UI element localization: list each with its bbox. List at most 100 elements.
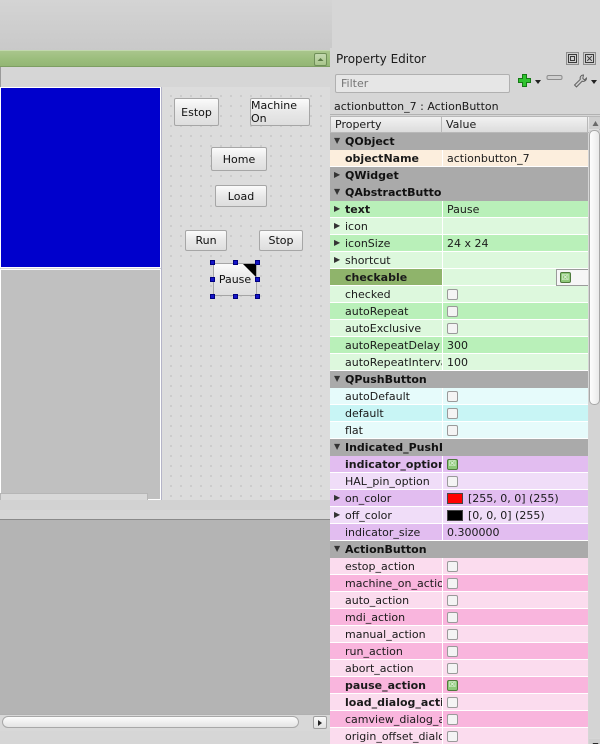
property-row[interactable]: pause_action ☒ (330, 677, 588, 694)
checkbox-unchecked-icon[interactable] (447, 696, 458, 708)
property-value-cell[interactable]: ☒ (442, 269, 588, 286)
property-vscroll-track[interactable] (589, 130, 600, 738)
property-vscroll-thumb[interactable] (589, 130, 600, 405)
chevron-right-icon[interactable]: ▶ (334, 238, 341, 247)
property-value-cell[interactable] (442, 133, 588, 150)
checkbox-unchecked-icon[interactable] (447, 628, 458, 640)
chevron-right-icon[interactable]: ▶ (334, 255, 341, 264)
add-plus-icon[interactable] (516, 73, 541, 90)
property-row[interactable]: run_action (330, 643, 588, 660)
checkbox-unchecked-icon[interactable] (447, 424, 458, 436)
property-group-row[interactable]: ▶ QWidget (330, 167, 588, 184)
property-row[interactable]: estop_action (330, 558, 588, 575)
checkbox-unchecked-icon[interactable] (447, 322, 458, 334)
chevron-down-icon[interactable]: ▼ (334, 374, 341, 383)
property-row[interactable]: objectName actionbutton_7 (330, 150, 588, 167)
property-value-cell[interactable]: 0.300000 (442, 524, 588, 541)
property-value-cell[interactable] (442, 422, 588, 439)
selection-handle[interactable] (210, 294, 215, 299)
designer-button-home[interactable]: Home (211, 147, 267, 171)
color-swatch[interactable] (447, 492, 463, 504)
selection-handle[interactable] (255, 277, 260, 282)
property-row[interactable]: checked (330, 286, 588, 303)
property-row[interactable]: load_dialog_action (330, 694, 588, 711)
checkbox-checked-icon[interactable]: ☒ (447, 458, 458, 470)
column-header-property[interactable]: Property (330, 116, 442, 133)
property-value-cell[interactable]: Pause (442, 201, 588, 218)
property-value-cell[interactable] (442, 643, 588, 660)
property-row[interactable]: ▶ icon (330, 218, 588, 235)
close-icon[interactable] (583, 52, 596, 65)
checkbox-checked-icon[interactable]: ☒ (560, 272, 571, 283)
property-group-row[interactable]: ▼ QObject (330, 133, 588, 150)
property-value-cell[interactable] (442, 286, 588, 303)
chevron-down-icon[interactable]: ▼ (334, 136, 341, 145)
minimize-icon[interactable] (314, 53, 327, 66)
selection-handle[interactable] (255, 294, 260, 299)
property-row[interactable]: auto_action (330, 592, 588, 609)
property-value-cell[interactable] (442, 541, 588, 558)
filter-input[interactable] (335, 74, 510, 93)
property-value-cell[interactable] (442, 728, 588, 744)
property-value-cell[interactable]: ☒ (442, 677, 588, 694)
property-row[interactable]: default (330, 405, 588, 422)
designer-button-run[interactable]: Run (185, 230, 227, 251)
checkbox-unchecked-icon[interactable] (447, 288, 458, 300)
property-row[interactable]: checkable ☒ (330, 269, 588, 286)
selection-handle[interactable] (232, 294, 238, 299)
checkbox-unchecked-icon[interactable] (447, 662, 458, 674)
checkbox-unchecked-icon[interactable] (447, 407, 458, 419)
property-value-cell[interactable]: 100 (442, 354, 588, 371)
selection-handle[interactable] (232, 260, 238, 265)
property-group-row[interactable]: ▼ QAbstractButton (330, 184, 588, 201)
checkbox-checked-icon[interactable]: ☒ (447, 679, 458, 691)
property-row[interactable]: HAL_pin_option (330, 473, 588, 490)
property-value-cell[interactable]: [0, 0, 0] (255) (442, 507, 588, 524)
property-value-editor[interactable]: ☒ (556, 269, 588, 286)
property-row[interactable]: autoRepeatInterval 100 (330, 354, 588, 371)
property-group-row[interactable]: ▼ QPushButton (330, 371, 588, 388)
chevron-down-icon[interactable]: ▼ (334, 187, 341, 196)
property-row[interactable]: ▶ iconSize 24 x 24 (330, 235, 588, 252)
property-value-cell[interactable] (442, 320, 588, 337)
property-value-cell[interactable] (442, 558, 588, 575)
selection-handle[interactable] (210, 277, 215, 282)
checkbox-unchecked-icon[interactable] (447, 577, 458, 589)
selected-widget-pause[interactable]: Pause (210, 260, 260, 299)
chevron-down-icon[interactable]: ▼ (334, 442, 341, 451)
grey-display-widget[interactable] (0, 269, 161, 500)
blue-display-widget[interactable] (0, 87, 161, 268)
designer-button-machine-on[interactable]: Machine On (250, 98, 310, 126)
color-swatch[interactable] (447, 509, 463, 521)
property-row[interactable]: indicator_option ☒ (330, 456, 588, 473)
property-value-cell[interactable] (442, 167, 588, 184)
chevron-right-icon[interactable]: ▶ (334, 204, 341, 213)
designer-button-stop[interactable]: Stop (259, 230, 303, 251)
property-row[interactable]: machine_on_action (330, 575, 588, 592)
scroll-down-icon[interactable] (589, 739, 600, 744)
chevron-right-icon[interactable]: ▶ (334, 510, 341, 519)
property-value-cell[interactable] (442, 609, 588, 626)
property-value-cell[interactable]: actionbutton_7 (442, 150, 588, 167)
checkbox-unchecked-icon[interactable] (447, 594, 458, 606)
designer-button-estop[interactable]: Estop (174, 98, 219, 126)
chevron-right-icon[interactable]: ▶ (334, 170, 341, 179)
property-group-row[interactable]: ▼ Indicated_PushButton (330, 439, 588, 456)
property-value-cell[interactable] (442, 694, 588, 711)
dock-titlebar[interactable]: Property Editor (330, 48, 600, 70)
mdi-window-titlebar[interactable] (0, 50, 330, 67)
chevron-down-icon[interactable]: ▼ (334, 544, 341, 553)
property-value-cell[interactable] (442, 711, 588, 728)
property-row[interactable]: origin_offset_dialog (330, 728, 588, 744)
designer-button-pause[interactable]: Pause (213, 263, 257, 296)
property-row[interactable]: ▶ text Pause (330, 201, 588, 218)
checkbox-unchecked-icon[interactable] (447, 611, 458, 623)
checkbox-unchecked-icon[interactable] (447, 475, 458, 487)
property-value-cell[interactable] (442, 439, 588, 456)
checkbox-unchecked-icon[interactable] (447, 645, 458, 657)
property-row[interactable]: ▶ off_color [0, 0, 0] (255) (330, 507, 588, 524)
property-value-cell[interactable] (442, 388, 588, 405)
property-row[interactable]: mdi_action (330, 609, 588, 626)
property-value-cell[interactable] (442, 303, 588, 320)
property-value-cell[interactable] (442, 592, 588, 609)
